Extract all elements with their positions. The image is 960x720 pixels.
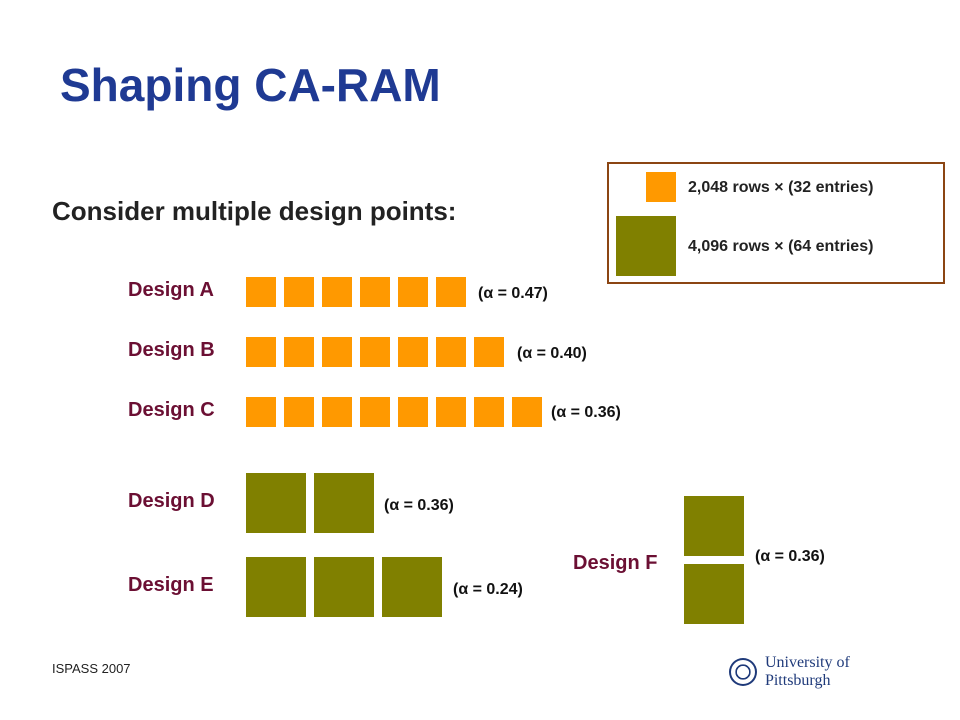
university-logo: University of Pittsburgh (729, 654, 919, 689)
small-block (436, 397, 466, 427)
design-a-label: Design A (128, 279, 214, 301)
small-block (436, 277, 466, 307)
large-block (314, 557, 374, 617)
large-block (314, 473, 374, 533)
small-block (246, 397, 276, 427)
slide-subtitle: Consider multiple design points: (52, 196, 457, 226)
small-block (322, 277, 352, 307)
legend-large-block (616, 216, 676, 276)
large-block (684, 564, 744, 624)
small-block (360, 397, 390, 427)
design-c-alpha: (α = 0.36) (551, 404, 621, 421)
legend-large-label: 4,096 rows × (64 entries) (688, 238, 874, 255)
university-logo-text: University of Pittsburgh (764, 654, 850, 689)
design-e-alpha: (α = 0.24) (453, 581, 523, 598)
small-block (512, 397, 542, 427)
small-block (360, 277, 390, 307)
small-block (360, 337, 390, 367)
small-block (436, 337, 466, 367)
slide-title: Shaping CA-RAM (60, 59, 441, 111)
legend-small-label: 2,048 rows × (32 entries) (688, 179, 874, 196)
legend-small-block (646, 172, 676, 202)
university-seal-icon (729, 658, 757, 686)
design-f-label: Design F (573, 552, 658, 574)
small-block (398, 397, 428, 427)
design-d-label: Design D (128, 490, 215, 512)
design-b-label: Design B (128, 339, 215, 361)
small-block (398, 337, 428, 367)
small-block (284, 397, 314, 427)
large-block (382, 557, 442, 617)
small-block (246, 277, 276, 307)
small-block (284, 337, 314, 367)
small-block (246, 337, 276, 367)
large-block (246, 473, 306, 533)
legend-box (607, 162, 945, 284)
design-a-alpha: (α = 0.47) (478, 285, 548, 302)
design-d-alpha: (α = 0.36) (384, 497, 454, 514)
small-block (322, 397, 352, 427)
design-f-alpha: (α = 0.36) (755, 548, 825, 565)
design-b-alpha: (α = 0.40) (517, 345, 587, 362)
small-block (322, 337, 352, 367)
large-block (246, 557, 306, 617)
small-block (398, 277, 428, 307)
small-block (284, 277, 314, 307)
small-block (474, 337, 504, 367)
small-block (474, 397, 504, 427)
design-e-label: Design E (128, 574, 214, 596)
design-c-label: Design C (128, 399, 215, 421)
footer-text: ISPASS 2007 (52, 661, 131, 676)
large-block (684, 496, 744, 556)
